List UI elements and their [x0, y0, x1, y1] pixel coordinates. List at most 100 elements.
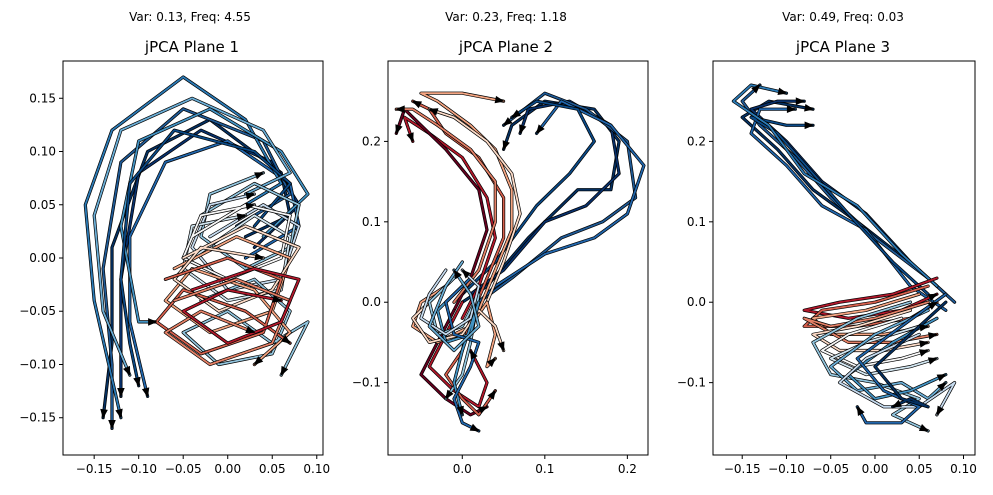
trajectory-outline [740, 83, 957, 304]
y-tick-label: 0.0 [687, 295, 706, 309]
panel-2-arrowheads [395, 95, 545, 432]
trajectory-arrowhead [117, 387, 125, 398]
trajectory-arrowhead [891, 399, 902, 408]
x-tick-label: −0.05 [165, 462, 202, 476]
trajectory-arrowhead [804, 104, 815, 112]
trajectory-line [120, 129, 292, 387]
y-tick-label: 0.1 [687, 215, 706, 229]
trajectory-arrowhead [519, 124, 527, 135]
trajectory-line [428, 108, 521, 304]
x-tick-label: −0.10 [120, 462, 157, 476]
trajectory-arrowhead [937, 381, 947, 392]
panel-jpca-plane-2: Var: 0.23, Freq: 1.18 jPCA Plane 2 0.0 0.… [352, 10, 649, 476]
trajectory-arrowhead [469, 423, 480, 432]
trajectory-arrowhead [406, 132, 414, 143]
trajectory-arrowhead [928, 332, 938, 340]
x-tick-label: 0.00 [214, 462, 241, 476]
y-tick-label: 0.0 [362, 295, 381, 309]
panel-1-x-axis: −0.15 −0.10 −0.05 0.00 0.05 0.10 [76, 455, 330, 476]
trajectory-arrowhead [936, 405, 945, 416]
trajectory-arrowhead [470, 349, 478, 360]
x-tick-label: 0.10 [950, 462, 977, 476]
trajectory-line [428, 277, 480, 400]
x-tick-label: 0.10 [303, 462, 330, 476]
trajectory-arrowhead [115, 408, 123, 419]
trajectory-arrowhead [486, 357, 497, 368]
trajectory-outline [749, 99, 939, 288]
trajectory-outline [749, 115, 930, 296]
trajectory-arrowhead [502, 140, 510, 151]
panel-2-suptitle: Var: 0.23, Freq: 1.18 [445, 10, 567, 24]
panel-1-trajectories [83, 75, 310, 430]
trajectory-line [428, 261, 480, 352]
y-tick-label: −0.15 [19, 411, 56, 425]
trajectory-arrowhead [133, 376, 141, 387]
panel-3-title: jPCA Plane 3 [795, 38, 890, 56]
trajectory-arrowhead [236, 213, 247, 221]
trajectory-line [164, 278, 292, 366]
trajectory-arrowhead [487, 389, 496, 400]
trajectory-arrowhead [281, 335, 291, 344]
trajectory-arrowhead [445, 389, 454, 400]
trajectory-arrowhead [456, 405, 464, 416]
trajectory-line [84, 76, 283, 419]
trajectory-arrowhead [280, 365, 289, 377]
trajectory-arrowhead [502, 117, 513, 126]
trajectory-arrowhead [461, 269, 471, 279]
trajectory-arrowhead [148, 318, 158, 326]
trajectory-line [436, 285, 480, 416]
y-tick-label: −0.05 [19, 304, 56, 318]
panel-1-y-axis: −0.15 −0.10 −0.05 0.00 0.05 0.10 0.15 [19, 91, 63, 425]
y-tick-label: −0.10 [19, 357, 56, 371]
trajectory-line [173, 225, 300, 313]
trajectory-arrowhead [919, 324, 930, 332]
trajectory-line [200, 171, 300, 270]
y-tick-label: 0.10 [29, 145, 56, 159]
trajectory-arrowhead [927, 357, 938, 365]
trajectory-arrowhead [856, 405, 865, 416]
trajectory-arrowhead [918, 349, 930, 357]
trajectory-line [741, 84, 956, 304]
trajectory-arrowhead [497, 341, 505, 352]
trajectory-arrowhead [428, 108, 439, 116]
y-tick-label: 0.2 [687, 134, 706, 148]
trajectory-arrowhead [254, 172, 265, 180]
trajectory-arrowhead [100, 408, 108, 419]
trajectory-arrowhead [751, 84, 761, 94]
y-tick-label: 0.00 [29, 251, 56, 265]
panel-3-trajectories [731, 83, 957, 433]
y-tick-label: 0.15 [29, 91, 56, 105]
trajectory-arrowhead [254, 252, 265, 261]
panel-2-trajectories [394, 91, 646, 433]
trajectory-arrowhead [510, 109, 521, 118]
trajectory-line [164, 235, 292, 366]
trajectory-line [120, 108, 309, 323]
y-tick-label: −0.1 [677, 376, 706, 390]
trajectory-arrowhead [919, 340, 930, 348]
trajectory-arrowhead [245, 192, 256, 200]
trajectory-line [838, 333, 956, 416]
panel-3-y-axis: −0.1 0.0 0.1 0.2 [677, 134, 713, 390]
panel-3-suptitle: Var: 0.49, Freq: 0.03 [782, 10, 904, 24]
trajectory-line [469, 100, 620, 296]
trajectory-line [847, 317, 947, 400]
x-tick-label: −0.15 [724, 462, 761, 476]
y-tick-label: −0.1 [352, 376, 381, 390]
panel-3-x-axis: −0.15 −0.10 −0.05 0.00 0.05 0.10 [724, 455, 977, 476]
panel-2-x-axis: 0.0 0.1 0.2 [453, 455, 637, 476]
panel-3-arrowheads [751, 84, 947, 432]
trajectory-arrowhead [122, 365, 131, 377]
trajectory-line [874, 301, 947, 408]
trajectory-arrowhead [245, 325, 256, 334]
trajectory-line [732, 84, 938, 288]
trajectory-arrowhead [804, 121, 815, 130]
panel-jpca-plane-3: Var: 0.49, Freq: 0.03 jPCA Plane 3 −0.15… [677, 10, 977, 476]
x-tick-label: 0.00 [862, 462, 889, 476]
trajectory-line [191, 193, 300, 291]
y-tick-label: 0.2 [362, 134, 381, 148]
x-tick-label: −0.15 [76, 462, 113, 476]
trajectory-line [411, 293, 505, 352]
trajectory-line [395, 108, 488, 312]
x-tick-label: 0.05 [259, 462, 286, 476]
